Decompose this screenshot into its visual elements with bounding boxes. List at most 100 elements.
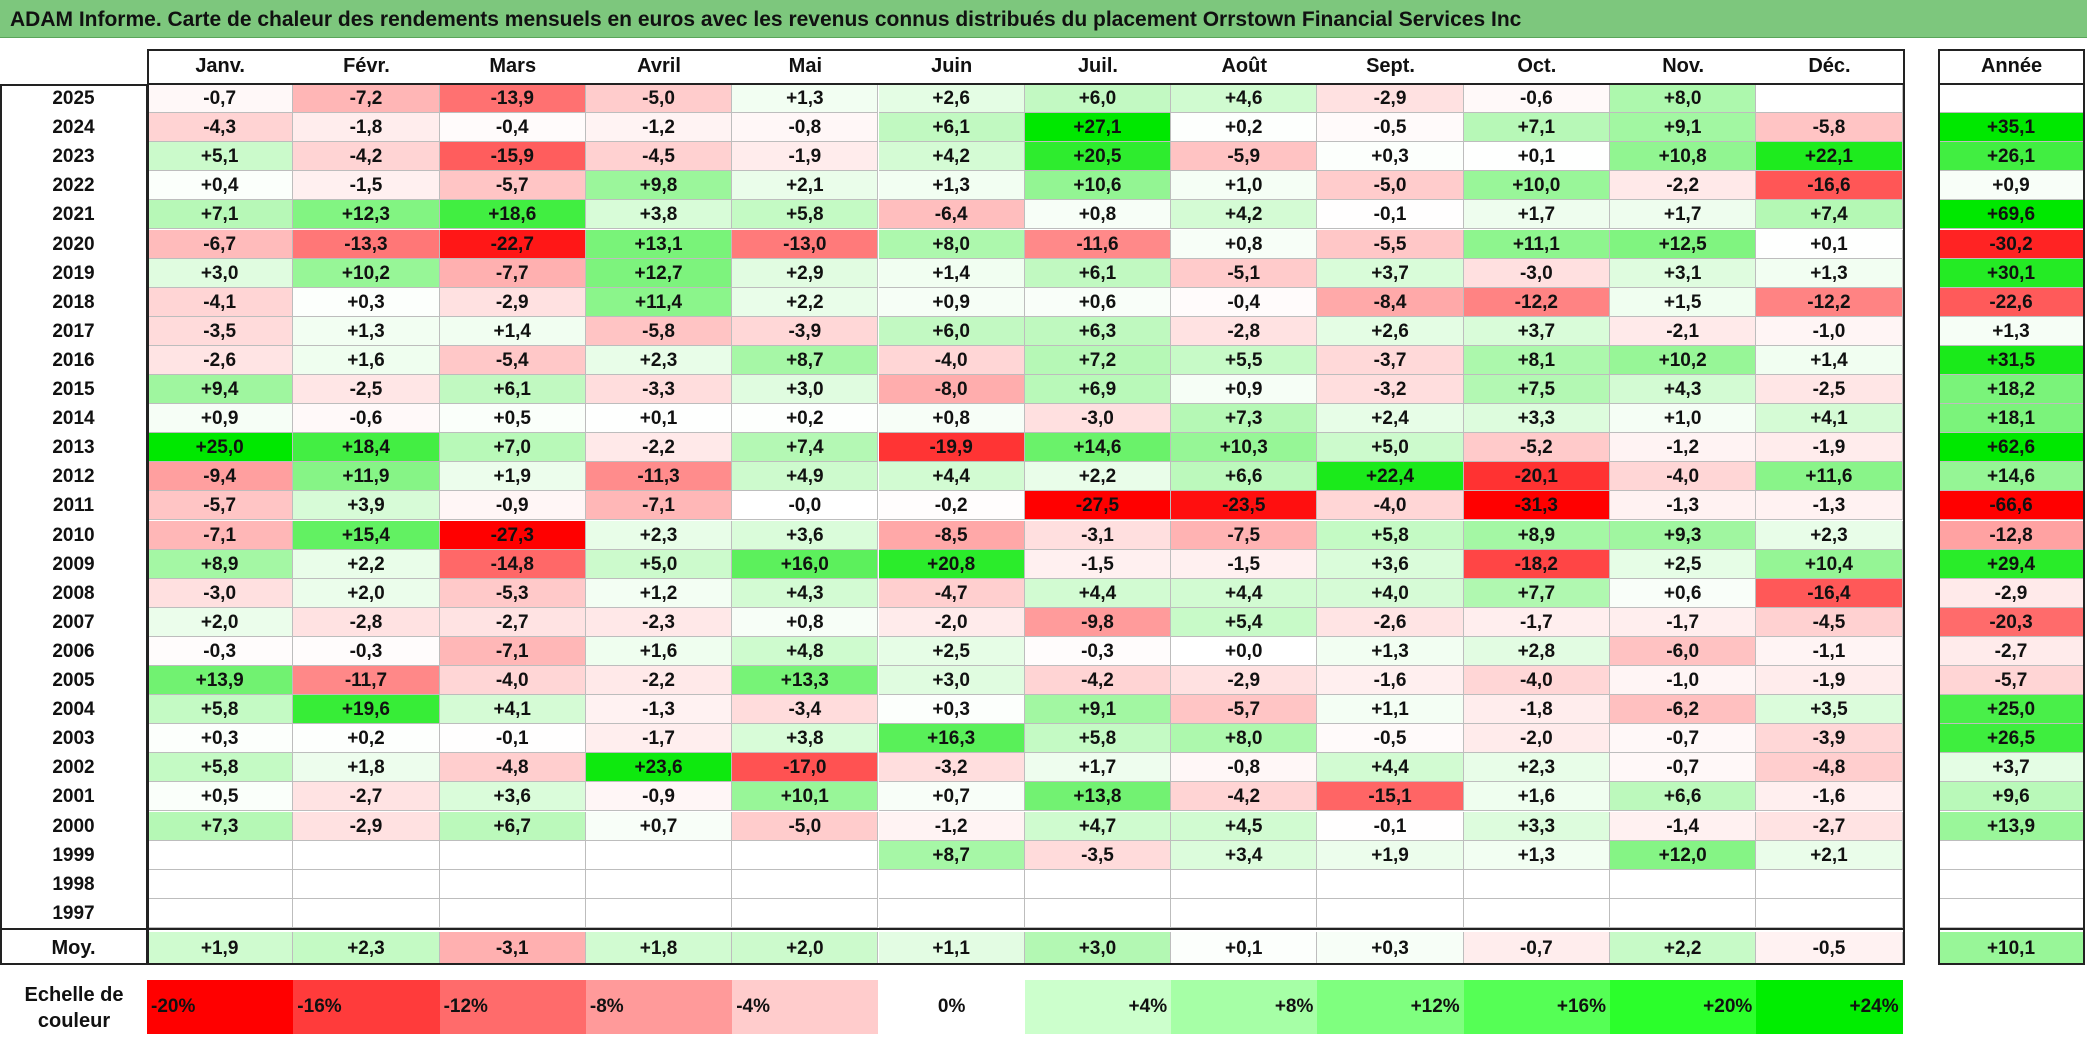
- heatmap-cell: +2,3: [585, 345, 733, 375]
- annual-cell: [1938, 840, 2085, 870]
- heatmap-cell: -3,5: [1024, 840, 1172, 870]
- heatmap-cell: -5,0: [1317, 171, 1464, 201]
- legend-swatch: +20%: [1610, 980, 1757, 1034]
- heatmap-cell: +4,8: [732, 636, 879, 666]
- annual-cell: +29,4: [1938, 549, 2085, 579]
- annual-cell: +31,5: [1938, 345, 2085, 375]
- month-header: Janv.: [195, 55, 245, 77]
- separator-line: [0, 927, 147, 930]
- heatmap-cell: -1,5: [1024, 549, 1172, 579]
- heatmap-cell: +4,4: [1317, 753, 1464, 783]
- heatmap-cell: -1,4: [1610, 811, 1757, 841]
- year-label: 2017: [52, 320, 95, 342]
- heatmap-cell: +1,7: [1610, 200, 1757, 230]
- heatmap-cell: [1463, 869, 1610, 899]
- year-label: 2020: [52, 233, 95, 255]
- heatmap-cell: +0,0: [1171, 636, 1318, 666]
- heatmap-cell: +0,8: [1171, 229, 1318, 259]
- heatmap-cell: [732, 869, 879, 899]
- heatmap-cell: -3,3: [585, 375, 733, 405]
- annual-cell: -22,6: [1938, 287, 2085, 317]
- heatmap-cell: -2,0: [1463, 724, 1610, 754]
- separator-line: [1938, 927, 2085, 930]
- heatmap-cell: -2,6: [1317, 607, 1464, 637]
- heatmap-cell: +27,1: [1024, 113, 1172, 143]
- heatmap-cell: +2,6: [1317, 316, 1464, 346]
- heatmap-cell: [585, 898, 733, 928]
- heatmap-cell: +2,0: [293, 578, 440, 608]
- heatmap-cell: +5,0: [1317, 433, 1464, 463]
- heatmap-cell: +2,9: [732, 258, 879, 288]
- year-label: 2000: [52, 815, 95, 837]
- heatmap-cell: [732, 840, 879, 870]
- heatmap-cell: +4,4: [1024, 578, 1172, 608]
- heatmap-cell: -2,7: [439, 607, 586, 637]
- heatmap-cell: [878, 869, 1025, 899]
- legend-swatch: -12%: [439, 980, 586, 1034]
- heatmap-cell: +22,1: [1756, 142, 1903, 172]
- heatmap-cell: -6,0: [1610, 636, 1757, 666]
- heatmap-cell: +20,8: [878, 549, 1025, 579]
- heatmap-cell: [1024, 869, 1172, 899]
- heatmap-cell: -1,9: [1756, 433, 1903, 463]
- month-header: Oct.: [1517, 55, 1557, 77]
- heatmap-cell: -2,7: [293, 782, 440, 812]
- heatmap-cell: +11,4: [585, 287, 733, 317]
- heatmap-cell: -1,2: [878, 811, 1025, 841]
- heatmap-cell: +1,3: [1317, 636, 1464, 666]
- heatmap-cell: -0,7: [147, 84, 294, 114]
- heatmap-cell: +7,5: [1463, 375, 1610, 405]
- heatmap-cell: +13,1: [585, 229, 733, 259]
- heatmap-cell: -0,5: [1317, 724, 1464, 754]
- month-header: Juin: [931, 55, 973, 77]
- average-cell: +0,1: [1171, 932, 1318, 965]
- heatmap-cell: -0,7: [1610, 724, 1757, 754]
- heatmap-cell: -0,2: [878, 491, 1025, 521]
- heatmap-cell: +0,2: [1171, 113, 1318, 143]
- year-label: 2004: [52, 699, 95, 721]
- heatmap-cell: +4,0: [1317, 578, 1464, 608]
- heatmap-cell: +6,3: [1024, 316, 1172, 346]
- heatmap-cell: +3,5: [1756, 695, 1903, 725]
- heatmap-cell: [147, 869, 294, 899]
- heatmap-cell: +7,3: [147, 811, 294, 841]
- legend-label: Echelle de couleur: [24, 984, 124, 1032]
- heatmap-cell: +1,6: [1463, 782, 1610, 812]
- heatmap-cell: +1,6: [293, 345, 440, 375]
- heatmap-cell: -7,2: [293, 84, 440, 114]
- heatmap-cell: +8,7: [878, 840, 1025, 870]
- heatmap-cell: [585, 869, 733, 899]
- month-header: Févr.: [343, 55, 390, 77]
- heatmap-cell: [1463, 898, 1610, 928]
- heatmap-cell: [1756, 869, 1903, 899]
- average-cell: -0,5: [1756, 932, 1903, 965]
- heatmap-cell: [1317, 869, 1464, 899]
- heatmap-cell: +4,1: [1756, 404, 1903, 434]
- heatmap-cell: -1,9: [732, 142, 879, 172]
- heatmap-cell: -2,6: [147, 345, 294, 375]
- heatmap-cell: -1,1: [1756, 636, 1903, 666]
- average-cell: +1,9: [147, 932, 294, 965]
- heatmap-cell: -5,8: [585, 316, 733, 346]
- heatmap-cell: -9,4: [147, 462, 294, 492]
- heatmap-cell: -5,9: [1171, 142, 1318, 172]
- heatmap-cell: +1,7: [1024, 753, 1172, 783]
- year-label: 2022: [52, 175, 95, 197]
- heatmap-cell: -12,2: [1756, 287, 1903, 317]
- heatmap-cell: [1756, 898, 1903, 928]
- annual-cell: +69,6: [1938, 200, 2085, 230]
- heatmap-cell: +0,8: [1024, 200, 1172, 230]
- heatmap-cell: -3,0: [1024, 404, 1172, 434]
- year-label: 2005: [52, 670, 95, 691]
- heatmap-cell: -27,5: [1024, 491, 1172, 521]
- heatmap-cell: -2,9: [1171, 666, 1318, 696]
- heatmap-cell: +12,5: [1610, 229, 1757, 259]
- annual-average-cell: +10,1: [1938, 932, 2085, 965]
- year-label: 2010: [52, 524, 95, 546]
- heatmap-cell: -3,2: [878, 753, 1025, 783]
- separator-line: [1938, 83, 2085, 85]
- heatmap-cell: +0,7: [585, 811, 733, 841]
- heatmap-cell: +15,4: [293, 520, 440, 550]
- month-header: Déc.: [1808, 55, 1851, 77]
- heatmap-cell: -2,2: [585, 433, 733, 463]
